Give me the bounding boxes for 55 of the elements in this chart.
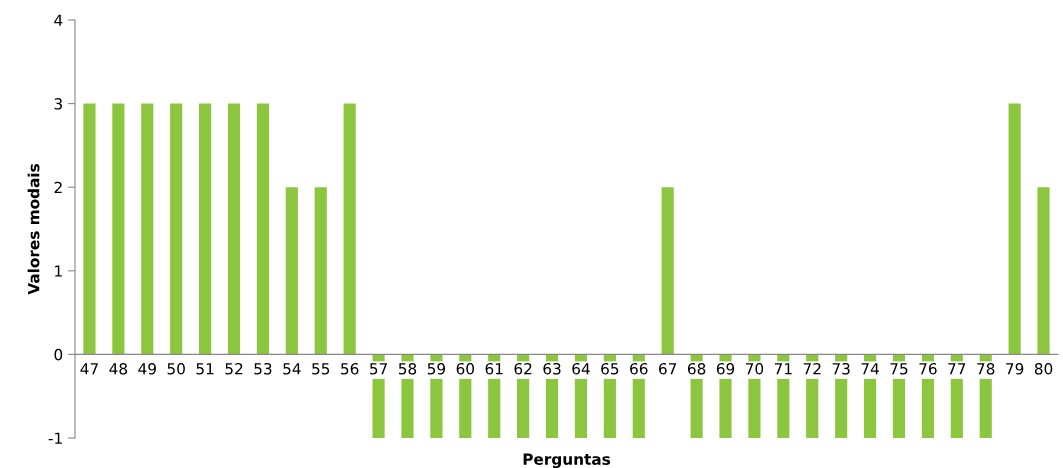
x-tick-label: 49 [138,363,156,375]
y-tick-label: -1 [48,432,62,444]
x-tick-label: 62 [514,363,532,375]
bar [112,103,125,355]
bar [285,187,298,355]
y-tick-label: 4 [54,14,63,26]
x-tick-label: 56 [341,363,359,375]
bar [256,103,269,355]
bar [661,187,674,355]
x-axis-title: Perguntas [523,453,611,468]
x-tick-label: 70 [745,363,764,375]
x-tick-label: 72 [803,363,821,375]
x-tick-label: 77 [948,363,966,375]
bar [1008,103,1021,355]
x-tick-label: 73 [832,363,850,375]
x-tick-label: 52 [225,363,243,375]
x-tick-label: 59 [427,363,446,375]
x-tick-label: 58 [398,363,417,375]
bar [227,103,241,355]
y-tick-label: 3 [54,98,62,110]
x-tick-label: 48 [109,363,128,375]
x-tick-label: 64 [572,363,590,375]
x-tick-label: 67 [659,363,677,375]
bar [199,103,212,355]
y-tick-label: 1 [55,265,62,277]
x-tick-label: 79 [1006,363,1024,375]
x-tick-label: 53 [254,363,272,375]
bar [343,103,356,355]
x-tick-label: 54 [283,363,301,375]
x-tick-label: 78 [977,363,995,375]
y-axis-title: Valores modais [27,164,40,295]
x-tick-label: 71 [774,363,792,375]
x-tick-label: 55 [312,363,330,375]
x-tick-label: 65 [601,363,619,375]
x-tick-label: 61 [485,363,503,375]
bar [314,187,327,355]
bar [170,103,183,355]
x-tick-label: 75 [890,363,908,375]
x-tick-label: 68 [687,363,706,375]
x-tick-label: 80 [1034,363,1053,375]
y-tick-label: 2 [54,181,62,193]
bar [83,103,96,355]
x-tick-label: 50 [167,363,185,375]
x-tick-label: 57 [370,363,387,375]
x-tick-label: 66 [630,363,648,375]
x-tick-label: 63 [543,363,561,375]
x-tick-label: 74 [861,363,879,375]
x-tick-label: 60 [456,363,475,375]
x-tick-label: 51 [196,363,214,375]
x-tick-label: 76 [919,363,937,375]
y-tick-label: 0 [54,348,63,361]
bar [1037,187,1050,355]
x-tick-label: 47 [80,363,98,375]
x-tick-label: 69 [716,363,735,375]
bar [141,103,154,355]
